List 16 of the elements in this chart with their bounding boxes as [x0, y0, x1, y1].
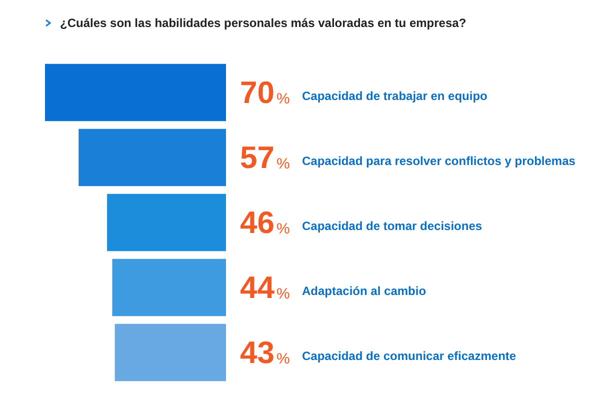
- bar: [45, 64, 226, 122]
- data-label: 57%: [240, 140, 290, 176]
- data-label: 70%: [240, 75, 290, 110]
- bar: [107, 194, 226, 252]
- data-label: 46%: [240, 205, 290, 240]
- y-tick-label: Capacidad de tomar decisiones: [302, 218, 482, 233]
- bar: [112, 258, 226, 316]
- bar: [114, 324, 226, 382]
- data-label: 44%: [240, 270, 290, 306]
- y-tick-label: Capacidad de comunicar eficazmente: [302, 348, 516, 363]
- data-label: 43%: [240, 335, 290, 370]
- y-tick-label: Capacidad para resolver conflictos y problemas: [302, 154, 576, 168]
- y-tick-label: Capacidad de trabajar en equipo: [302, 88, 488, 103]
- bar: [78, 128, 226, 186]
- y-tick-label: Adaptación al cambio: [302, 284, 426, 298]
- text: ¿Cuáles son las habilidades personales más valoradas en tu empresa?: [60, 16, 466, 30]
